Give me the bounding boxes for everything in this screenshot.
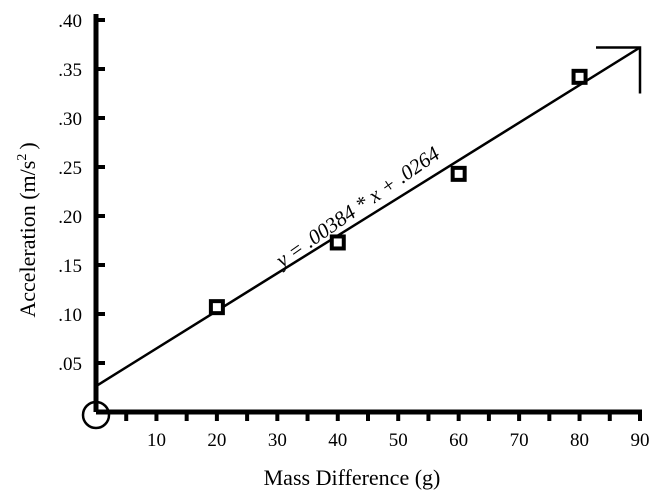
data-point bbox=[329, 234, 346, 251]
y-axis-title-sup: 2 bbox=[15, 154, 30, 161]
y-tick-label: .35 bbox=[58, 60, 82, 81]
data-point bbox=[571, 68, 588, 85]
x-tick-label: 10 bbox=[147, 430, 166, 451]
y-tick-label: .20 bbox=[58, 207, 82, 228]
data-point bbox=[208, 299, 225, 316]
x-tick-label: 60 bbox=[449, 430, 468, 451]
x-tick-label: 70 bbox=[510, 430, 529, 451]
y-axis-title: Acceleration (m/s2) bbox=[15, 142, 40, 317]
y-tick-label: .05 bbox=[58, 354, 82, 375]
x-tick-label: 20 bbox=[207, 430, 226, 451]
axes: 10 20 30 40 50 60 70 80 90 .05 .10 .15 .20 .25 .30 .35.… bbox=[58, 11, 649, 451]
y-axis-title-close: ) bbox=[15, 142, 40, 149]
fit-line-group bbox=[95, 46, 642, 388]
x-tick-label: 80 bbox=[570, 430, 589, 451]
arrow-head bbox=[596, 46, 642, 94]
fit-line bbox=[95, 46, 641, 388]
x-tick-label: 50 bbox=[389, 430, 408, 451]
x-tick-label: 30 bbox=[268, 430, 287, 451]
x-tick-label: 90 bbox=[631, 430, 650, 451]
y-axis-title-main: Acceleration (m/s bbox=[15, 161, 40, 318]
y-axis-title-group: Acceleration (m/s2) bbox=[15, 142, 40, 317]
data-points bbox=[208, 68, 588, 316]
y-tick-label: .30 bbox=[58, 109, 82, 130]
y-tick-label: .25 bbox=[58, 158, 82, 179]
y-tick-label: .10 bbox=[58, 305, 82, 326]
x-tick-label: 40 bbox=[328, 430, 347, 451]
equation-label: y = .00384 * x + .0264 bbox=[269, 141, 444, 273]
y-tick-label: .15 bbox=[58, 256, 82, 277]
origin-circle bbox=[81, 400, 111, 430]
y-tick-label: .40 bbox=[58, 11, 82, 32]
data-point bbox=[450, 165, 467, 182]
x-axis-title: Mass Difference (g) bbox=[264, 465, 441, 490]
